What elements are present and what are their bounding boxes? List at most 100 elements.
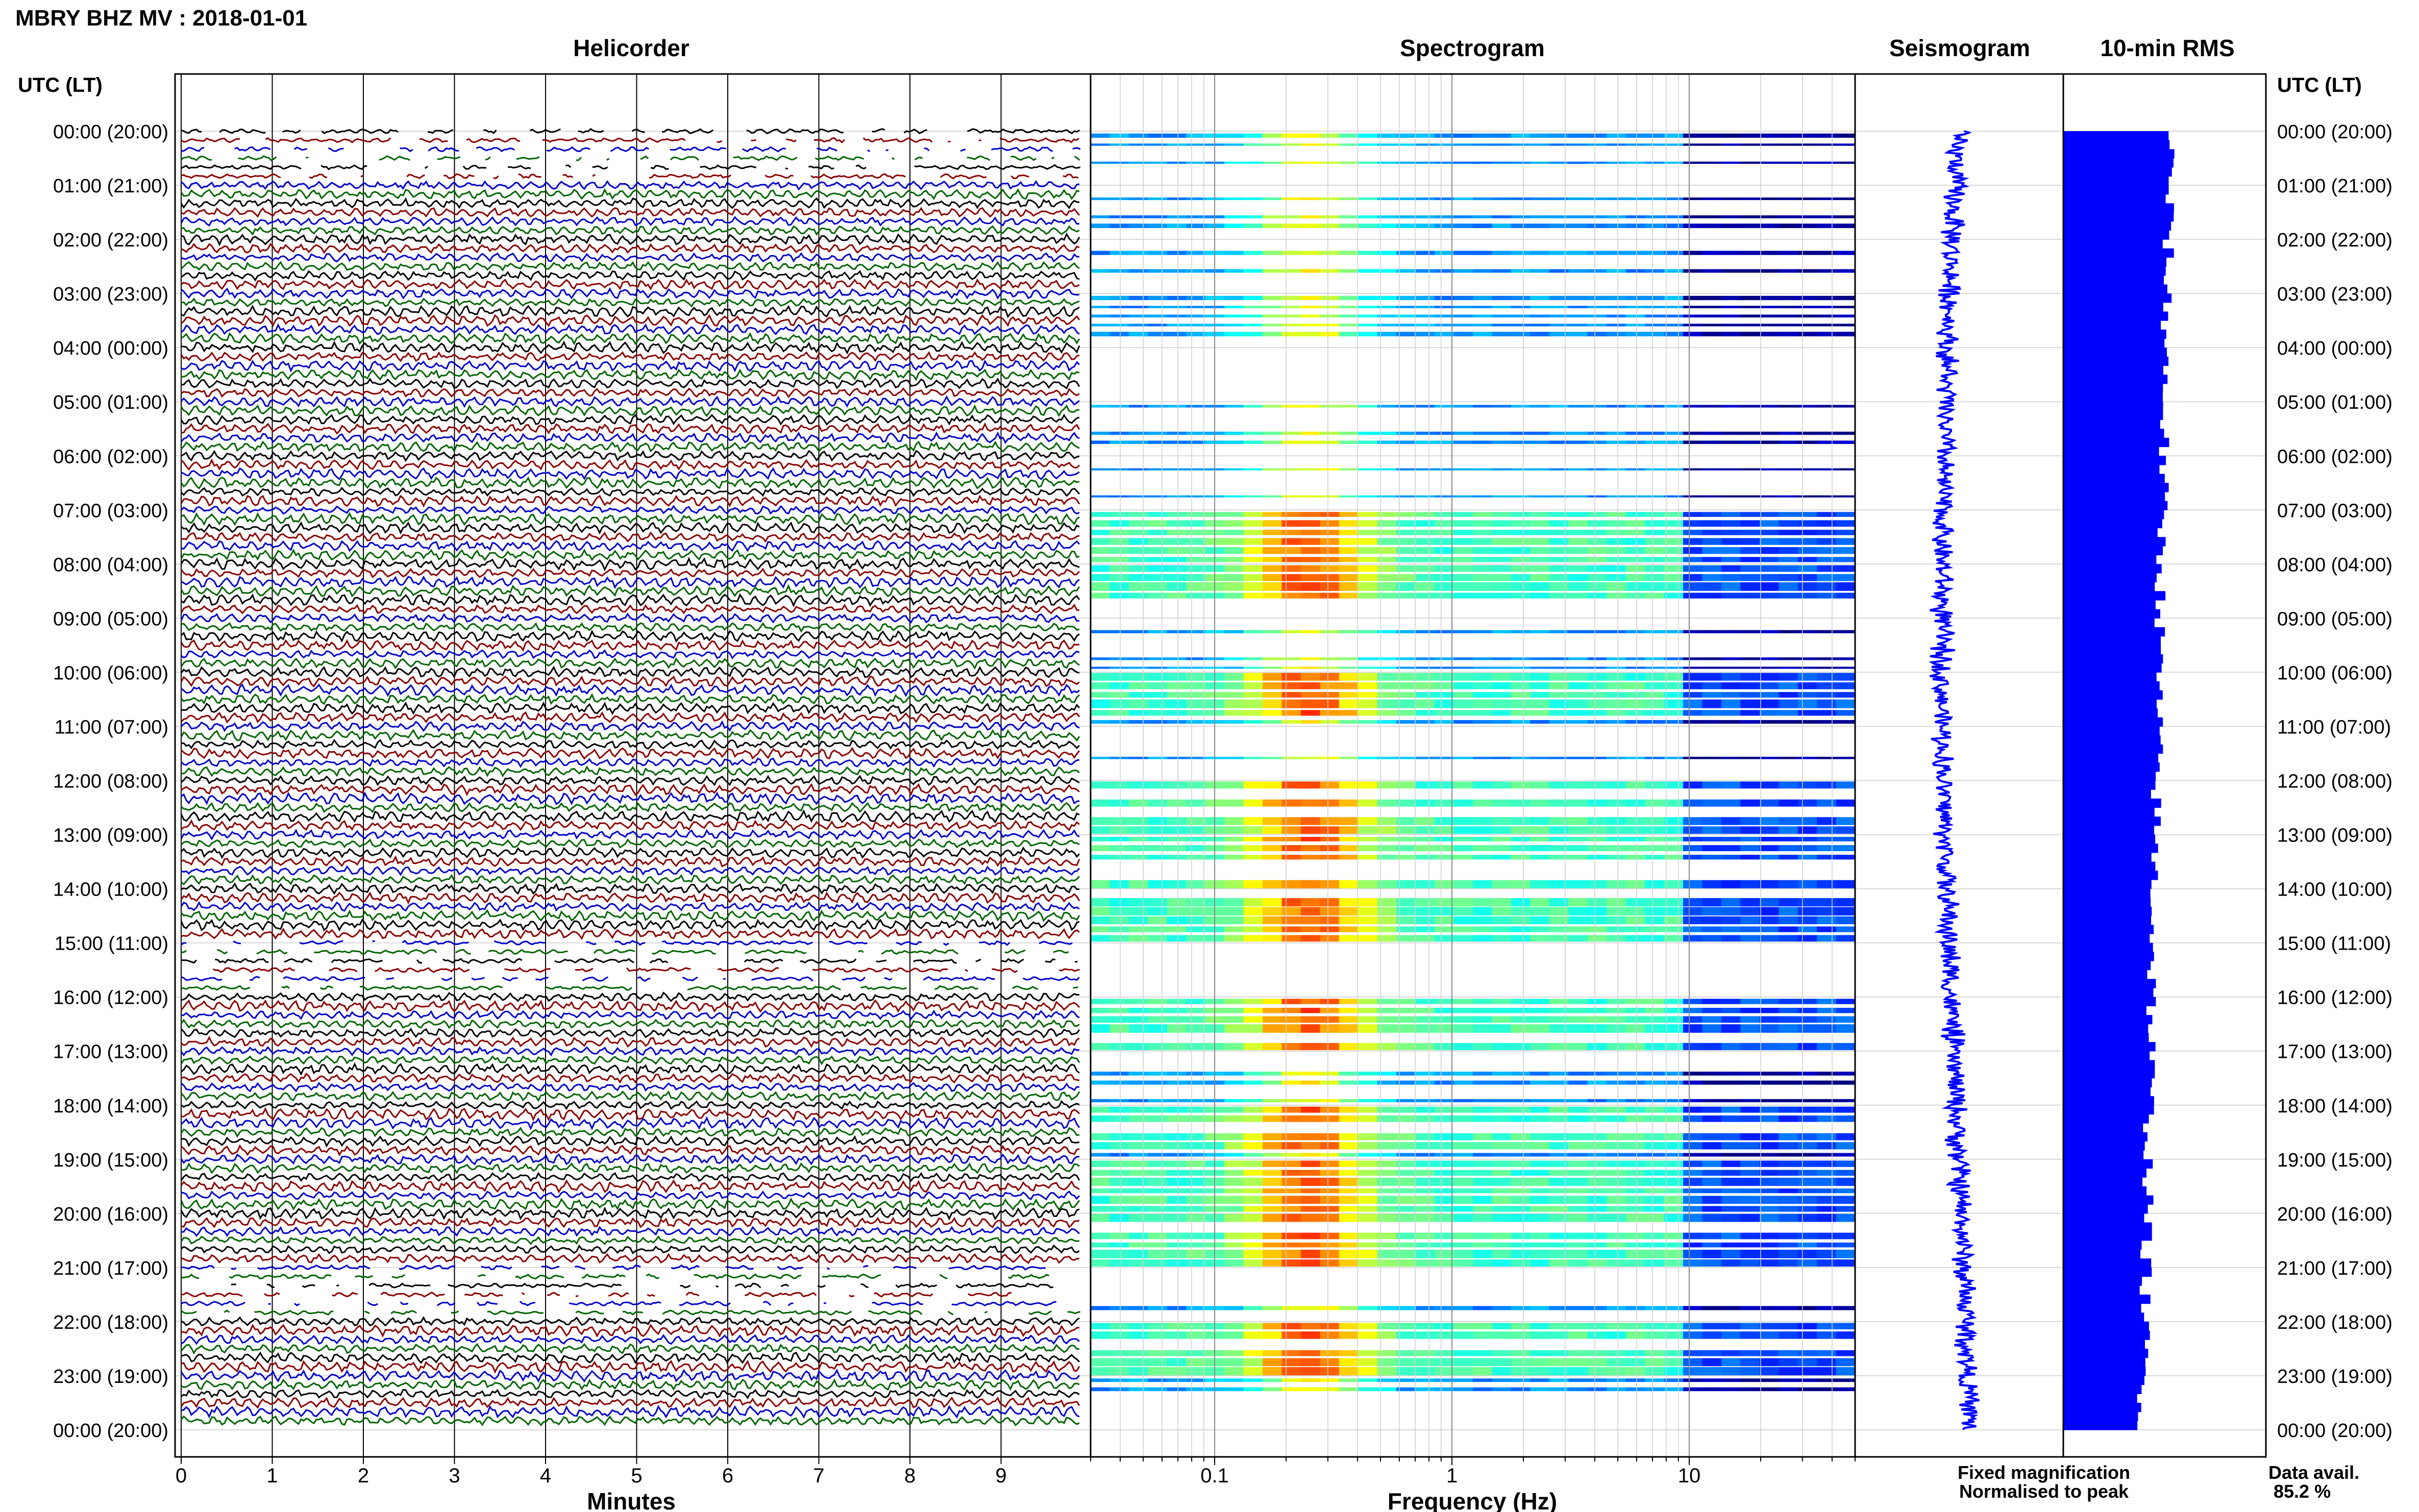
spectrogram-cell <box>1300 538 1320 545</box>
spectrogram-cell <box>1740 530 1760 535</box>
spectrogram-cell <box>1128 836 1148 841</box>
spectrogram-cell <box>1396 143 1416 146</box>
spectrogram-cell <box>1549 251 1569 255</box>
spectrogram-cell <box>1511 1367 1531 1376</box>
spectrogram-cell <box>1339 1016 1359 1023</box>
spectrogram-cell <box>1511 1331 1531 1339</box>
spectrogram-cell <box>1358 1177 1378 1186</box>
spectrogram-cell <box>1740 999 1760 1004</box>
spectrogram-cell <box>1740 520 1760 527</box>
spectrogram-cell <box>1091 1250 1110 1258</box>
spectrogram-cell <box>1263 935 1282 942</box>
spectrogram-cell <box>1128 1177 1148 1186</box>
spectrogram-cell <box>1587 673 1607 681</box>
helicorder-trace-row <box>180 440 1080 453</box>
spectrogram-cell <box>1243 1016 1263 1023</box>
spectrogram-cell <box>1186 935 1206 942</box>
spectrogram-cell <box>1702 1024 1722 1033</box>
spectrogram-cell <box>1702 547 1722 554</box>
spectrogram-cell <box>1148 215 1168 218</box>
spectrogram-cell <box>1243 314 1263 318</box>
time-label-right: 09:00 (05:00) <box>2277 608 2392 630</box>
spectrogram-cell <box>1645 431 1664 435</box>
spectrogram-cell <box>1320 431 1340 435</box>
spectrogram-cell <box>1797 845 1817 852</box>
spectrogram-cell <box>1740 666 1760 669</box>
spectrogram-cell <box>1511 1259 1531 1267</box>
spectrogram-cell <box>1128 314 1148 318</box>
spectrogram-cell <box>1377 720 1397 724</box>
spectrogram-cell <box>1683 215 1702 218</box>
spectrogram-cell <box>1702 520 1722 527</box>
spectrogram-cell <box>1339 720 1359 724</box>
rms-bar <box>2063 690 2163 700</box>
helicorder-trace-row <box>181 458 1080 471</box>
spectrogram-cell <box>1396 530 1416 535</box>
spectrogram-cell <box>1453 306 1473 309</box>
spectrogram-cell <box>1243 1232 1263 1240</box>
spectrogram-cell <box>1415 1016 1435 1023</box>
spectrogram-cell <box>1759 1106 1779 1113</box>
rms-bar <box>2063 807 2155 817</box>
spectrogram-cell <box>1243 1323 1263 1330</box>
spectrogram-cell <box>1435 1160 1454 1167</box>
spectrogram-cell <box>1320 306 1340 309</box>
spectrogram-cell <box>1721 682 1741 689</box>
spectrogram-cell <box>1396 781 1416 789</box>
spectrogram-cell <box>1243 557 1263 562</box>
spectrogram-cell <box>1109 1170 1129 1176</box>
helicorder-trace-row <box>180 603 1080 614</box>
spectrogram-cell <box>1453 574 1473 581</box>
spectrogram-cell <box>1492 1072 1512 1076</box>
spectrogram-cell <box>1473 1323 1492 1330</box>
spectrogram-cell <box>1091 935 1110 942</box>
spectrogram-cell <box>1339 431 1359 435</box>
spectrogram-cell <box>1607 1378 1626 1382</box>
spectrogram-cell <box>1224 692 1244 698</box>
rms-bar <box>2063 1042 2156 1052</box>
spectrogram-cell <box>1339 324 1359 327</box>
spectrogram-cell <box>1186 582 1206 591</box>
spectrogram-cell <box>1358 530 1378 535</box>
spectrogram-cell <box>1759 666 1779 669</box>
spectrogram-cell <box>1645 799 1664 807</box>
spectrogram-cell <box>1607 845 1626 852</box>
spectrogram-cell <box>1148 306 1168 309</box>
spectrogram-cell <box>1186 1142 1206 1150</box>
spectrogram-cell <box>1511 565 1531 572</box>
spectrogram-cell <box>1396 720 1416 724</box>
spectrogram-cell <box>1224 673 1244 681</box>
spectrogram-cell <box>1358 1072 1378 1076</box>
spectrogram-cell <box>1702 468 1722 470</box>
spectrogram-cell <box>1721 836 1741 841</box>
spectrogram-cell <box>1645 1160 1664 1167</box>
spectrogram-cell <box>1339 251 1359 255</box>
spectrogram-cell <box>1759 405 1779 408</box>
spectrogram-cell <box>1300 1259 1320 1267</box>
spectrogram-cell <box>1664 324 1684 327</box>
spectrogram-cell <box>1759 710 1779 716</box>
spectrogram-cell <box>1645 781 1664 789</box>
spectrogram-cell <box>1281 133 1301 138</box>
spectrogram-cell <box>1625 520 1645 527</box>
spectrogram-cell <box>1645 999 1664 1004</box>
spectrogram-cell <box>1415 1242 1435 1248</box>
spectrogram-cell <box>1167 1259 1187 1267</box>
spectrogram-cell <box>1148 1259 1168 1267</box>
spectrogram-cell <box>1511 826 1531 834</box>
spectrogram-cell <box>1243 845 1263 852</box>
spectrogram-cell <box>1530 1106 1550 1113</box>
spectrogram-cell <box>1186 1232 1206 1240</box>
spectrogram-cell <box>1625 1043 1645 1050</box>
spectrogram-cell <box>1148 269 1168 273</box>
spectrogram-cell <box>1779 1133 1798 1141</box>
spectrogram-cell <box>1396 1323 1416 1330</box>
spectrogram-cell <box>1625 1367 1645 1376</box>
spectrogram-cell <box>1224 520 1244 527</box>
spectrogram-cell <box>1817 1378 1837 1382</box>
spectrogram-cell <box>1683 1306 1702 1310</box>
spectrogram-cell <box>1587 817 1607 825</box>
rms-bar <box>2063 474 2165 483</box>
spectrogram-cell <box>1625 557 1645 562</box>
spectrogram-cell <box>1320 565 1340 572</box>
